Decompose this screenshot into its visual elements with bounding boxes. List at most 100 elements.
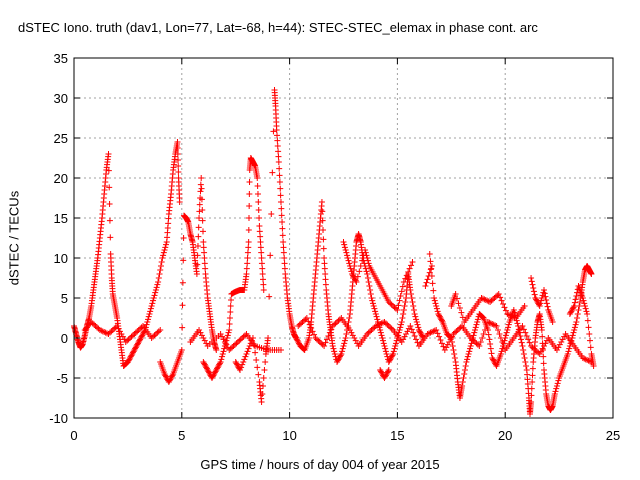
data-point: [464, 356, 471, 363]
data-point: [489, 355, 496, 361]
data-point: [280, 244, 287, 251]
data-point: [492, 293, 499, 300]
data-point: [106, 217, 113, 224]
data-point: [540, 360, 547, 367]
data-point: [446, 339, 453, 345]
data-point: [122, 339, 129, 345]
data-point: [408, 295, 415, 301]
data-point: [497, 294, 504, 301]
data-point: [408, 262, 415, 269]
data-point: [349, 332, 356, 339]
data-point: [551, 391, 558, 397]
data-point: [474, 341, 481, 348]
data-point: [294, 337, 301, 344]
data-point: [400, 279, 407, 285]
data-point: [418, 332, 425, 339]
data-point: [471, 329, 478, 336]
data-point: [96, 327, 103, 333]
data-point: [372, 311, 379, 317]
data-point: [219, 333, 226, 340]
data-point: [403, 272, 410, 279]
data-point: [254, 364, 261, 371]
data-point: [306, 321, 313, 328]
data-point: [447, 336, 454, 343]
data-point: [359, 257, 366, 264]
data-point: [436, 333, 443, 340]
data-point: [535, 301, 542, 308]
data-point: [397, 321, 404, 328]
data-point: [519, 343, 526, 349]
data-point: [575, 307, 582, 313]
data-point: [232, 359, 239, 365]
data-point: [543, 297, 550, 303]
data-point: [367, 287, 374, 293]
data-point: [529, 344, 536, 351]
data-point: [341, 244, 348, 251]
data-point: [343, 331, 350, 337]
data-point: [196, 327, 203, 333]
data-point: [365, 329, 372, 336]
data-point: [240, 359, 247, 365]
data-point: [459, 314, 466, 321]
data-point: [369, 300, 376, 307]
data-point: [398, 288, 405, 295]
data-point: [281, 265, 288, 272]
data-point: [433, 305, 440, 312]
data-point: [397, 293, 404, 299]
data-point: [507, 312, 514, 319]
data-point: [320, 227, 327, 233]
data-point: [196, 208, 203, 215]
data-point: [319, 217, 326, 224]
data-point: [246, 179, 253, 185]
data-point: [367, 328, 374, 335]
data-point: [349, 272, 356, 279]
data-point: [473, 340, 480, 347]
data-point: [225, 329, 232, 336]
data-point: [529, 365, 536, 372]
data-point: [411, 311, 418, 317]
data-point: [119, 333, 126, 340]
data-point: [318, 340, 325, 347]
data-point: [309, 328, 316, 335]
data-point: [423, 279, 430, 286]
data-point: [402, 275, 409, 282]
data-point: [99, 328, 106, 335]
data-point: [255, 199, 262, 205]
data-point: [380, 337, 387, 344]
data-point: [174, 151, 181, 157]
data-point: [400, 307, 407, 313]
data-point: [205, 368, 212, 375]
data-point: [346, 263, 353, 269]
data-point: [159, 255, 166, 261]
data-point: [276, 172, 283, 179]
data-point: [92, 323, 99, 329]
data-point: [372, 308, 379, 315]
data-point: [374, 316, 381, 323]
data-point: [566, 345, 573, 352]
data-point: [467, 335, 474, 341]
data-point: [124, 337, 131, 344]
data-point: [242, 332, 249, 339]
data-point: [295, 339, 302, 345]
data-point: [224, 335, 231, 341]
data-point: [227, 309, 234, 315]
data-point: [201, 337, 208, 344]
data-point: [479, 335, 486, 341]
data-point: [382, 373, 389, 380]
data-point: [305, 318, 312, 325]
data-point: [500, 301, 507, 307]
data-point: [127, 335, 134, 341]
data-point: [343, 249, 350, 256]
data-point: [539, 333, 546, 340]
data-point: [408, 291, 415, 297]
data-point: [463, 359, 470, 365]
data-point: [384, 369, 391, 376]
data-point: [311, 331, 318, 338]
data-point: [138, 324, 145, 331]
data-point: [135, 327, 142, 333]
data-point: [154, 329, 161, 336]
data-point: [133, 343, 140, 349]
data-point: [300, 346, 307, 353]
data-point: [489, 321, 496, 327]
data-point: [567, 309, 574, 316]
